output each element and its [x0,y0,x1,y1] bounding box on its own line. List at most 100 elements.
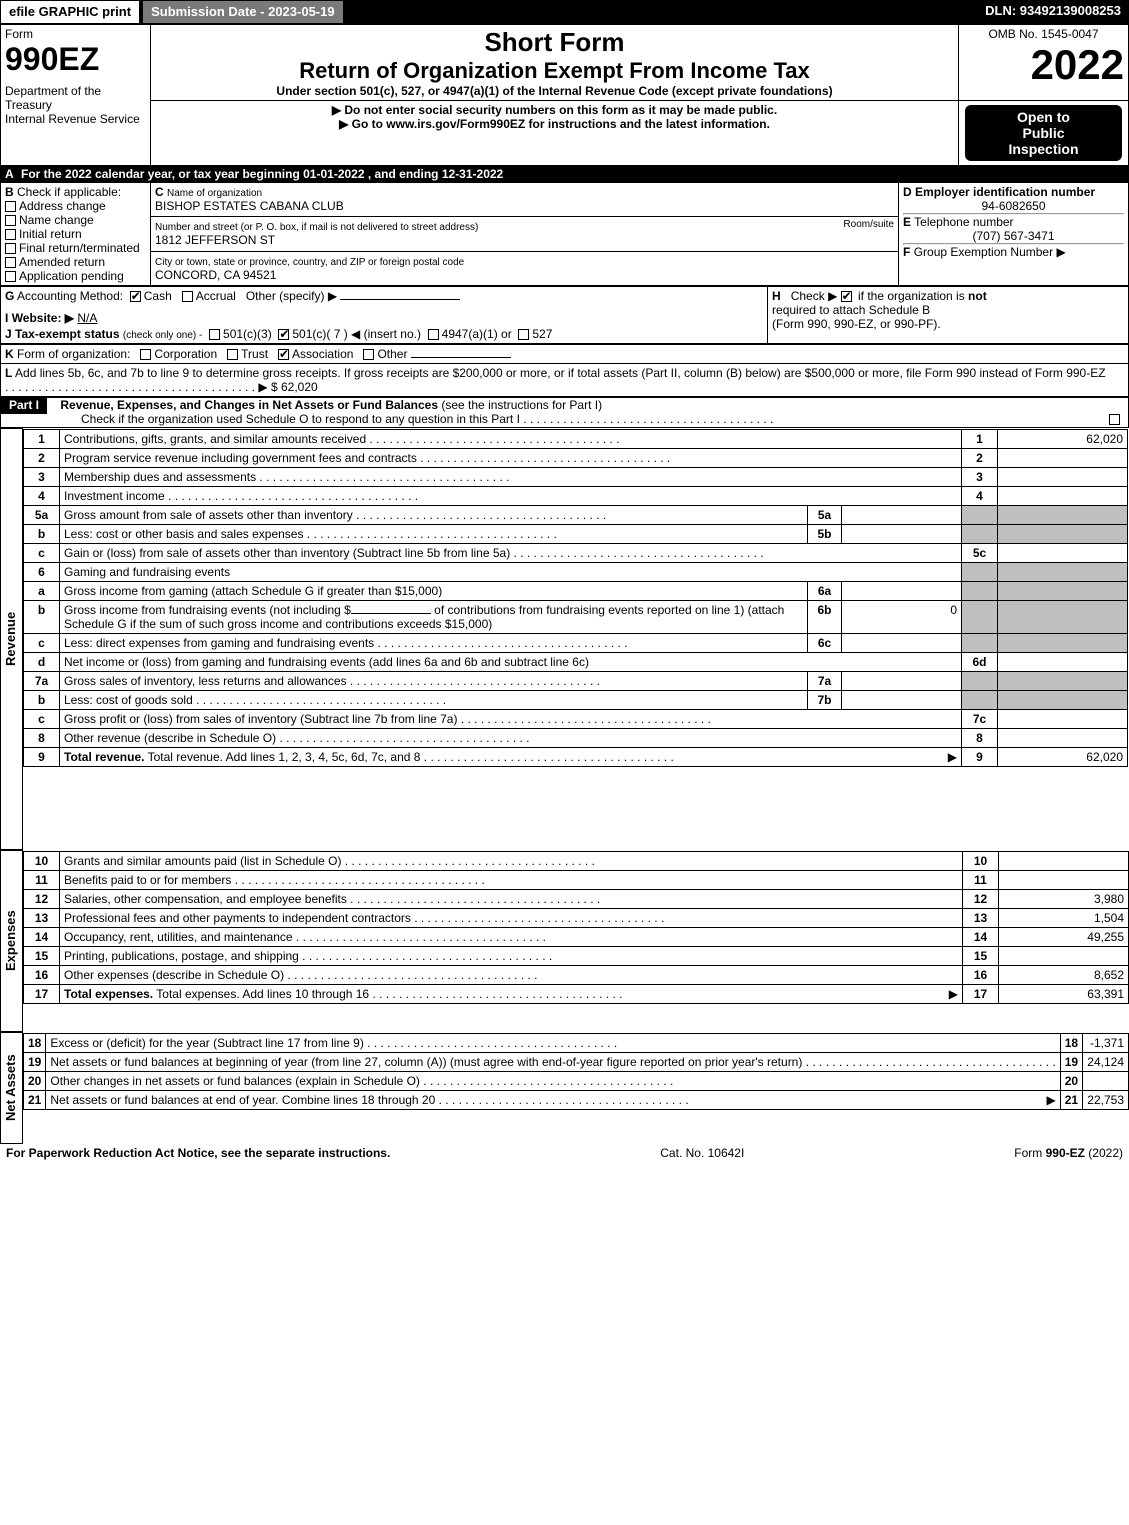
cb-cash[interactable] [130,291,141,302]
website-label: Website: ▶ [12,311,74,325]
form-of-org-label: Form of organization: [17,347,130,361]
label-i: I [5,311,8,325]
cb-corporation[interactable] [140,349,151,360]
line-6a-mn: 6a [808,581,842,600]
part-i-body: Revenue 1Contributions, gifts, grants, a… [0,428,1129,850]
cb-other-org[interactable] [363,349,374,360]
cb-501c[interactable] [278,329,289,340]
line-6d-rnum: 6d [962,652,998,671]
tax-year: 2022 [963,41,1124,89]
label-j: J [5,327,12,341]
line-1-num: 1 [24,429,60,448]
line-4-desc: Investment income [60,486,962,505]
cb-schedule-b-not-required[interactable] [841,291,852,302]
website-value: N/A [77,311,97,325]
tax-exempt-label: Tax-exempt status [15,327,119,341]
page-footer: For Paperwork Reduction Act Notice, see … [0,1144,1129,1162]
no-ssn-warning: ▶ Do not enter social security numbers o… [155,103,954,117]
line-4-rnum: 4 [962,486,998,505]
line-13-desc: Professional fees and other payments to … [60,908,963,927]
line-6b-mn: 6b [808,600,842,633]
group-exemption-label: Group Exemption Number [914,245,1053,259]
line-5a-rvgrey [998,505,1128,524]
line-20-desc: Other changes in net assets or fund bala… [46,1071,1060,1090]
line-4-num: 4 [24,486,60,505]
line-11-rnum: 11 [963,870,999,889]
goto-link[interactable]: ▶ Go to www.irs.gov/Form990EZ for instru… [155,117,954,131]
cb-address-change[interactable] [5,201,16,212]
line-8-num: 8 [24,728,60,747]
line-21-num: 21 [24,1090,46,1109]
label-b: B [5,185,14,199]
line-9-val: 62,020 [998,747,1128,766]
line-3-num: 3 [24,467,60,486]
opt-initial-return: Initial return [19,227,82,241]
line-7a-desc: Gross sales of inventory, less returns a… [60,671,808,690]
cb-name-change[interactable] [5,215,16,226]
h-schedule-b: required to attach Schedule B [772,303,930,317]
opt-amended-return: Amended return [19,255,105,269]
cb-4947[interactable] [428,329,439,340]
cb-application-pending[interactable] [5,271,16,282]
line-5a-rgrey [962,505,998,524]
cb-amended-return[interactable] [5,257,16,268]
line-21-arrow: ▶ [1047,1093,1056,1107]
line-21-desc: Net assets or fund balances at end of ye… [46,1090,1060,1109]
line-7a-mv [842,671,962,690]
l-value: 62,020 [281,380,318,394]
line-5a-num: 5a [24,505,60,524]
opt-application-pending: Application pending [19,269,124,283]
top-bar: efile GRAPHIC print Submission Date - 20… [0,0,1129,24]
line-19-num: 19 [24,1052,46,1071]
line-11-num: 11 [24,870,60,889]
label-g: G [5,289,14,303]
netassets-body: Net Assets 18Excess or (deficit) for the… [0,1032,1129,1144]
check-if-applicable: Check if applicable: [17,185,121,199]
footer-form: Form 990-EZ (2022) [1014,1146,1123,1160]
cb-schedule-o-part-i[interactable] [1109,414,1120,425]
line-9-rnum: 9 [962,747,998,766]
cb-final-return[interactable] [5,243,16,254]
line-10-desc: Grants and similar amounts paid (list in… [60,851,963,870]
line-13-val: 1,504 [999,908,1129,927]
line-9-desc: Total revenue. Total revenue. Add lines … [60,747,962,766]
cb-527[interactable] [518,329,529,340]
revenue-lines: 1Contributions, gifts, grants, and simil… [23,429,1128,767]
cb-accrual[interactable] [182,291,193,302]
line-5a-desc: Gross amount from sale of assets other t… [60,505,808,524]
line-7b-mv [842,690,962,709]
label-k: K [5,347,14,361]
form-word: Form [5,27,146,41]
label-l: L [5,366,12,380]
netassets-section-label: Net Assets [1,1033,20,1143]
ein-value: 94-6082650 [903,199,1124,213]
cb-association[interactable] [278,349,289,360]
other-specify-input[interactable] [340,299,460,300]
line-18-num: 18 [24,1033,46,1052]
line-10-num: 10 [24,851,60,870]
cb-trust[interactable] [227,349,238,360]
cb-501c3[interactable] [209,329,220,340]
org-name: BISHOP ESTATES CABANA CLUB [155,199,344,213]
return-title: Return of Organization Exempt From Incom… [155,58,954,84]
label-a: A [1,165,18,183]
label-e: E [903,215,911,229]
line-7a-num: 7a [24,671,60,690]
efile-print-label[interactable]: efile GRAPHIC print [0,0,140,24]
label-d: D [903,185,912,199]
line-12-num: 12 [24,889,60,908]
label-h: H [772,289,781,303]
opt-association: Association [292,347,353,361]
line-6-desc: Gaming and fundraising events [60,562,962,581]
cb-initial-return[interactable] [5,229,16,240]
other-org-input[interactable] [411,357,511,358]
arrow-icon: ▶ [1056,245,1065,259]
line-14-num: 14 [24,927,60,946]
line-5b-rvgrey [998,524,1128,543]
line-1-rnum: 1 [962,429,998,448]
expense-lines: 10Grants and similar amounts paid (list … [23,851,1129,1004]
omb-number: OMB No. 1545-0047 [963,27,1124,41]
line-1-desc: Contributions, gifts, grants, and simila… [60,429,962,448]
line-6b-blank[interactable] [351,613,431,614]
line-18-desc: Excess or (deficit) for the year (Subtra… [46,1033,1060,1052]
